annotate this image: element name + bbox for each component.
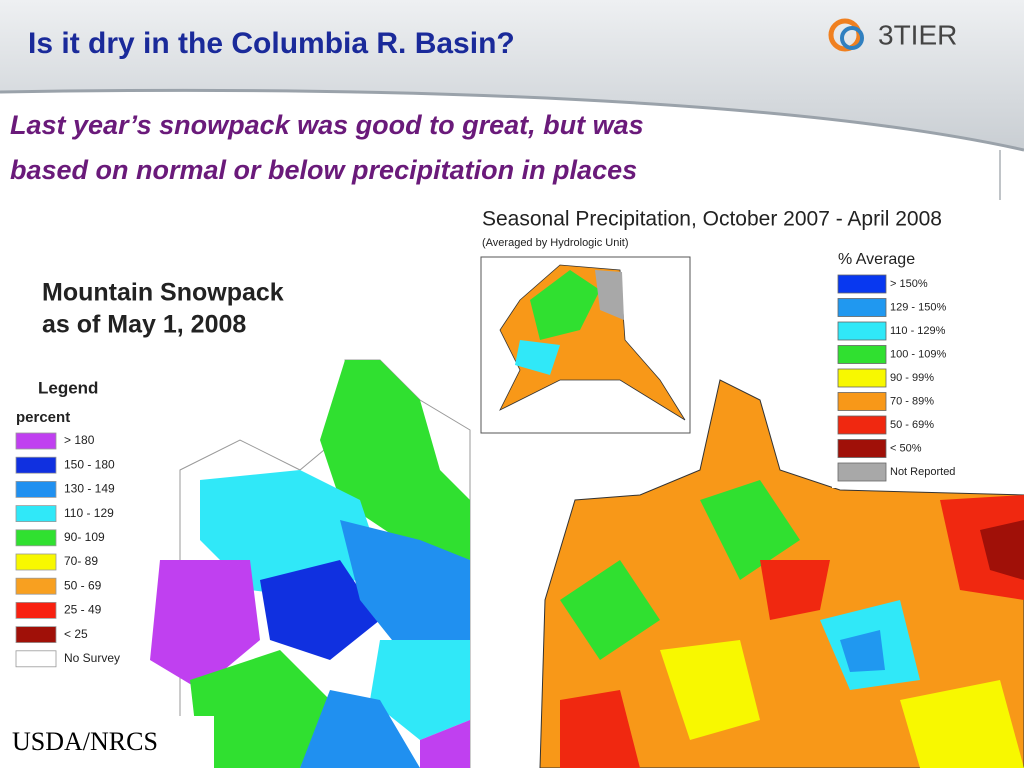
legend-swatch [837,321,887,341]
map-region [370,640,470,740]
legend-swatch [15,432,57,450]
map-region [420,720,470,768]
legend-label: 130 - 149 [64,482,115,496]
legend-swatch [837,274,887,294]
legend-title: % Average [838,251,915,268]
logo-text: 3TIER [878,19,957,50]
legend-label: Not Reported [890,466,955,478]
legend-swatch [15,505,57,523]
legend-swatch [837,462,887,482]
map-region [150,560,260,690]
legend-swatch [15,626,57,643]
legend-label: 70- 89 [64,554,98,568]
legend-label: 70 - 89% [890,395,934,407]
map-region [260,560,380,660]
legend-label: 129 - 150% [890,301,946,313]
legend-label: > 150% [890,278,928,290]
source: USDA/NRCS [12,727,158,756]
map-region [980,520,1024,580]
source-box [0,716,214,768]
legend-swatch [15,577,57,595]
legend-label: < 50% [890,442,922,454]
legend-swatch [15,529,57,547]
legend-label: No Survey [64,651,120,665]
logo: 3TIER [828,18,957,52]
legend-unit: percent [16,409,70,426]
map-region [840,630,885,672]
legend-swatch [837,368,887,388]
legend-label: 25 - 49 [64,603,102,617]
map-subtitle: (Averaged by Hydrologic Unit) [482,237,629,249]
legend-swatch [15,650,57,668]
map-region [300,690,420,768]
legend-label: 50 - 69% [890,419,934,431]
map-region [760,560,830,620]
legend-label: 50 - 69 [64,578,102,592]
legend-swatch [837,392,887,411]
legend-swatch [837,439,887,458]
map-region [340,520,470,650]
map-title: Seasonal Precipitation, October 2007 - A… [482,208,942,231]
map-region [560,690,640,768]
inset-region [530,270,600,340]
legend: > 180 150 - 180 130 - 149 110 - 129 90- 109 7… [15,432,120,668]
legend-label: 150 - 180 [64,457,115,471]
map-region [660,640,760,740]
legend-swatch [837,415,887,435]
slide-title: Is it dry in the Columbia R. Basin? [28,27,515,60]
legend-label: 110 - 129 [64,506,114,520]
legend-swatch [15,456,57,474]
legend-label: 90- 109 [64,530,105,544]
legend-swatch [837,345,887,364]
header-swoosh [0,88,1024,152]
inset-region [515,340,560,375]
logo-icon [828,18,862,52]
logo-icon [840,26,864,50]
legend-label: 110 - 129% [890,325,946,337]
map-region [190,650,330,768]
map-region [900,680,1024,768]
precip-map: Seasonal Precipitation, October 2007 - A… [474,200,1024,768]
legend-label: 90 - 99% [890,372,934,384]
subtitle-line: based on normal or below precipitation i… [10,155,637,185]
legend-label: > 180 [64,433,95,447]
map-region [560,560,660,660]
map-region [700,480,800,580]
snowpack-map: Mountain Snowpack as of May 1, 2008 Lege… [0,258,472,768]
subtitle-line: Last year’s snowpack was good to great, … [10,110,644,140]
legend-swatch [837,298,887,317]
legend: > 150% 129 - 150% 110 - 129% 100 - 109% 90 -… [837,274,955,482]
map-title: Mountain Snowpack [42,279,284,307]
legend-title: Legend [38,378,98,397]
legend-label: < 25 [64,627,88,641]
inset-region [595,270,624,320]
legend-swatch [15,602,57,619]
legend-label: 100 - 109% [890,348,946,360]
map-title: as of May 1, 2008 [42,311,246,339]
legend-swatch [15,553,57,571]
legend-swatch [15,480,57,498]
